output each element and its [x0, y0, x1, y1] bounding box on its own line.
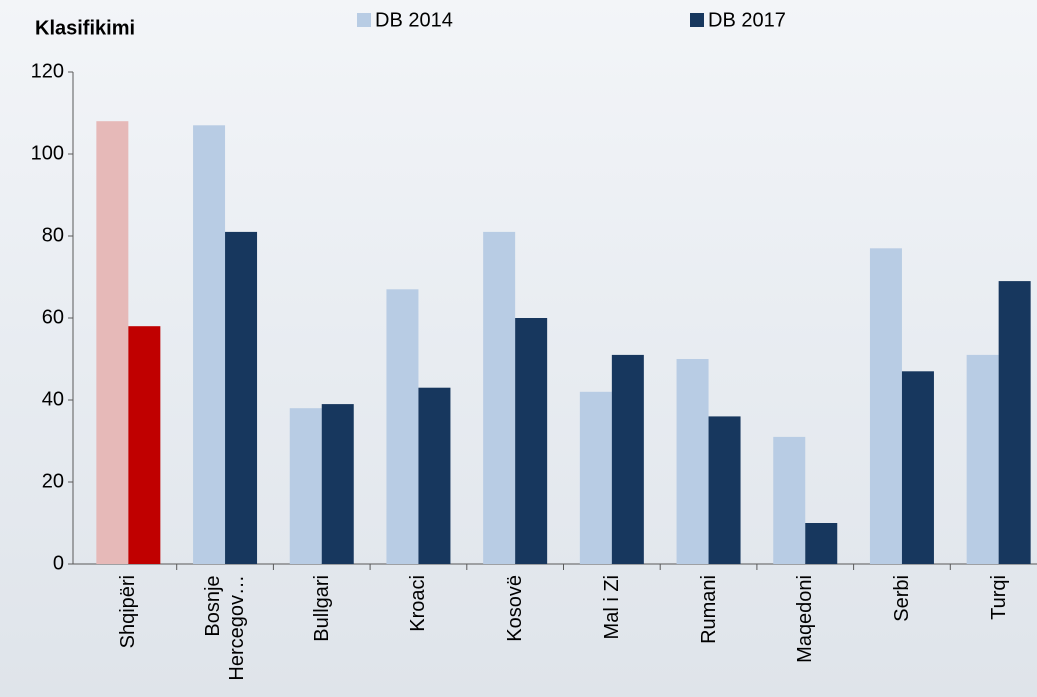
- bar: [611, 354, 644, 564]
- bar: [805, 523, 838, 564]
- bar: [483, 231, 516, 564]
- bar: [418, 387, 451, 564]
- legend-swatch: [357, 13, 371, 27]
- legend-label: DB 2017: [708, 9, 786, 31]
- x-tick-label: Maqedoni: [794, 575, 817, 663]
- y-tick-label: 0: [53, 552, 64, 574]
- legend-swatch: [690, 13, 704, 27]
- bar: [901, 371, 934, 564]
- x-tick-label: Rumani: [697, 575, 720, 644]
- x-tick-label: Kosovë: [504, 575, 527, 642]
- bar: [998, 281, 1031, 564]
- bar: [128, 326, 161, 564]
- x-tick-label: Shqipëri: [117, 575, 140, 649]
- y-tick-label: 100: [31, 142, 64, 164]
- y-tick-label: 80: [42, 224, 64, 246]
- y-tick-label: 120: [31, 60, 64, 82]
- x-tick-label: Turqi: [987, 575, 1010, 620]
- x-tick-label: Kroaci: [407, 575, 430, 632]
- y-tick-label: 40: [42, 388, 64, 410]
- bar: [321, 404, 354, 564]
- bar: [773, 436, 806, 564]
- bar: [966, 354, 999, 564]
- bar: [579, 391, 612, 564]
- bar: [225, 231, 258, 564]
- y-tick-label: 60: [42, 306, 64, 328]
- x-tick-label: Mal i Zi: [600, 575, 623, 640]
- bar: [708, 416, 741, 564]
- legend-label: DB 2014: [375, 9, 453, 31]
- bar: [193, 125, 226, 565]
- bar: [386, 289, 419, 564]
- bar: [289, 408, 322, 564]
- x-tick-label: Bosnje Hercegov…: [202, 575, 249, 681]
- y-tick-label: 20: [42, 470, 64, 492]
- bar: [676, 359, 709, 564]
- bar: [515, 318, 548, 564]
- x-tick-label: Serbi: [890, 575, 913, 622]
- chart-title: Klasifikimi: [35, 17, 135, 39]
- bar: [869, 248, 902, 565]
- bar: [96, 121, 129, 564]
- x-tick-label: Bullgari: [310, 575, 333, 642]
